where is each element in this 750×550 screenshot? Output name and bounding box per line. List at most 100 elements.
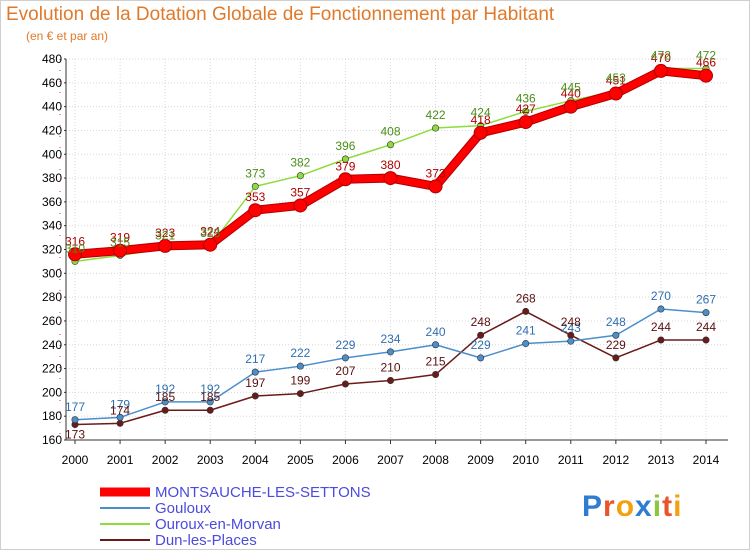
data-label: 379 xyxy=(335,159,355,173)
x-tick-label: 2009 xyxy=(467,453,494,467)
brand-letter: r xyxy=(603,490,616,523)
y-tick-label: 360 xyxy=(42,195,62,209)
data-label: 177 xyxy=(65,400,85,414)
y-tick-label: 480 xyxy=(42,52,62,66)
data-label: 199 xyxy=(290,374,310,388)
axes: 160 180 200 220 240 260 280 300 320 340 360 380 400 4… xyxy=(42,52,728,467)
data-label: 373 xyxy=(426,166,446,180)
data-label: 408 xyxy=(380,125,400,139)
x-tick-label: 2007 xyxy=(377,453,404,467)
series-point-0 xyxy=(518,115,533,130)
series-point-3 xyxy=(161,406,169,414)
brand-letter: i xyxy=(673,490,683,523)
series-point-3 xyxy=(251,392,259,400)
series-point-0 xyxy=(158,238,173,253)
series-point-1 xyxy=(206,398,214,406)
series-point-1 xyxy=(612,331,620,339)
y-tick-label: 240 xyxy=(42,338,62,352)
brand-logo: Proxiti xyxy=(582,490,682,524)
x-tick-label: 2013 xyxy=(648,453,675,467)
y-tick-label: 300 xyxy=(42,266,62,280)
series-point-0 xyxy=(203,237,218,252)
brand-letter: i xyxy=(652,490,663,523)
chart-subtitle: (en € et par an) xyxy=(26,29,109,43)
data-label: 472 xyxy=(651,49,671,63)
series-point-0 xyxy=(248,203,263,218)
series-point-0 xyxy=(293,198,308,213)
data-label: 422 xyxy=(426,108,446,122)
x-tick-label: 2000 xyxy=(62,453,89,467)
data-label: 229 xyxy=(335,338,355,352)
data-label: 451 xyxy=(606,74,626,88)
data-label: 222 xyxy=(290,346,310,360)
data-label: 373 xyxy=(245,166,265,180)
legend-label-3: Dun-les-Places xyxy=(155,532,257,549)
x-tick-label: 2014 xyxy=(693,453,720,467)
x-tick-label: 2010 xyxy=(512,453,539,467)
series-point-1 xyxy=(341,354,349,362)
data-label: 324 xyxy=(200,225,220,239)
series-point-3 xyxy=(386,376,394,384)
data-label: 207 xyxy=(335,364,355,378)
series-point-3 xyxy=(116,419,124,427)
data-label: 210 xyxy=(380,360,400,374)
x-tick-label: 2008 xyxy=(422,453,449,467)
series-point-0 xyxy=(113,243,128,258)
y-tick-label: 260 xyxy=(42,314,62,328)
data-label: 248 xyxy=(606,315,626,329)
data-label: 424 xyxy=(471,106,491,120)
data-label: 229 xyxy=(606,338,626,352)
series-point-0 xyxy=(338,172,353,187)
series-point-0 xyxy=(383,171,398,186)
data-label: 248 xyxy=(471,315,491,329)
series-point-0 xyxy=(428,179,443,194)
legend-label-2: Ouroux-en-Morvan xyxy=(155,516,281,533)
series-point-1 xyxy=(161,398,169,406)
data-label: 197 xyxy=(245,376,265,390)
series-point-0 xyxy=(473,125,488,140)
data-label: 267 xyxy=(696,293,716,307)
data-label: 470 xyxy=(651,51,671,65)
series-point-1 xyxy=(71,416,79,424)
y-tick-label: 200 xyxy=(42,385,62,399)
series-point-3 xyxy=(341,380,349,388)
y-tick-label: 160 xyxy=(42,433,62,447)
data-label: 316 xyxy=(65,234,85,248)
series-point-3 xyxy=(657,336,665,344)
series-point-2 xyxy=(341,155,349,163)
data-label: 319 xyxy=(110,231,130,245)
data-label: 179 xyxy=(110,397,130,411)
x-tick-label: 2011 xyxy=(558,453,584,467)
data-label: 248 xyxy=(561,315,581,329)
series-point-1 xyxy=(657,305,665,313)
x-tick-label: 2003 xyxy=(197,453,224,467)
data-label: 382 xyxy=(290,156,310,170)
series-point-0 xyxy=(563,99,578,114)
legend-label-0: MONTSAUCHE-LES-SETTONS xyxy=(155,484,371,501)
x-tick-label: 2002 xyxy=(152,453,179,467)
data-label: 436 xyxy=(516,91,536,105)
data-label: 241 xyxy=(516,324,536,338)
data-label: 192 xyxy=(155,382,175,396)
data-label: 244 xyxy=(651,320,671,334)
x-tick-label: 2004 xyxy=(242,453,269,467)
y-tick-label: 420 xyxy=(42,123,62,137)
data-label: 466 xyxy=(696,56,716,70)
series-point-2 xyxy=(432,124,440,132)
series-point-1 xyxy=(522,340,530,348)
y-tick-label: 320 xyxy=(42,243,62,257)
series-point-0 xyxy=(699,68,713,83)
x-tick-label: 2012 xyxy=(603,453,630,467)
x-tick-label: 2006 xyxy=(332,453,359,467)
data-label: 234 xyxy=(380,332,400,346)
series-point-1 xyxy=(477,354,485,362)
data-label: 270 xyxy=(651,289,671,303)
chart-title: Evolution de la Dotation Globale de Fonc… xyxy=(6,4,555,25)
legend-label-1: Gouloux xyxy=(155,500,211,517)
data-label: 244 xyxy=(696,320,716,334)
x-tick-label: 2001 xyxy=(107,453,134,467)
data-label: 445 xyxy=(561,81,581,95)
series-point-3 xyxy=(702,336,710,344)
y-tick-label: 400 xyxy=(42,147,62,161)
